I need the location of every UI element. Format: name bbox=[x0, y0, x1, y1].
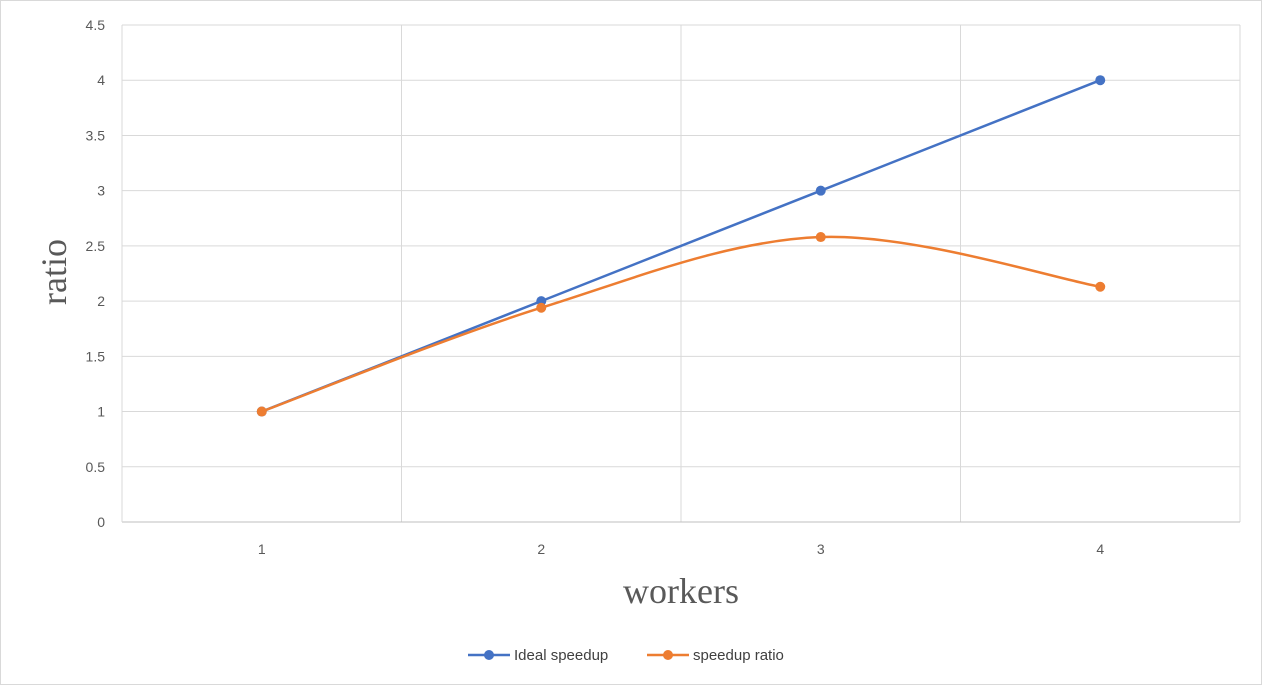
data-point-ideal-speedup bbox=[1095, 75, 1106, 86]
series-line-speedup-ratio bbox=[261, 235, 1101, 413]
axes: 0 0.5 1 1.5 2 2.5 3 3.5 4 4.5 1 2 3 4 bbox=[86, 17, 1240, 557]
x-tick-label: 3 bbox=[817, 541, 825, 557]
legend-label-ideal-speedup: Ideal speedup bbox=[514, 647, 608, 664]
x-tick-label: 1 bbox=[258, 541, 266, 557]
y-tick-label: 1.5 bbox=[86, 348, 106, 364]
data-point-speedup-ratio bbox=[1095, 281, 1106, 292]
x-tick-label: 2 bbox=[537, 541, 545, 557]
y-tick-label: 0.5 bbox=[86, 459, 106, 475]
y-tick-label: 2 bbox=[97, 293, 105, 309]
y-tick-label: 4.5 bbox=[86, 17, 106, 33]
data-point-ideal-speedup bbox=[815, 185, 826, 196]
gridlines bbox=[122, 24, 1241, 522]
legend-label-speedup-ratio: speedup ratio bbox=[693, 647, 784, 664]
x-axis-title: workers bbox=[623, 571, 739, 611]
y-tick-label: 1 bbox=[97, 404, 105, 420]
legend: Ideal speedup speedup ratio bbox=[468, 647, 784, 664]
legend-marker-speedup-ratio bbox=[663, 650, 673, 660]
y-axis-title: ratio bbox=[34, 239, 74, 305]
data-point-speedup-ratio bbox=[815, 232, 826, 243]
legend-marker-ideal-speedup bbox=[484, 650, 494, 660]
data-point-speedup-ratio bbox=[256, 406, 267, 417]
y-tick-label: 4 bbox=[97, 72, 105, 88]
y-tick-label: 3.5 bbox=[86, 127, 106, 143]
data-point-speedup-ratio bbox=[536, 302, 547, 313]
series bbox=[256, 75, 1106, 417]
y-tick-label: 2.5 bbox=[86, 238, 106, 254]
x-tick-label: 4 bbox=[1096, 541, 1104, 557]
y-tick-label: 3 bbox=[97, 183, 105, 199]
y-tick-label: 0 bbox=[97, 514, 105, 530]
